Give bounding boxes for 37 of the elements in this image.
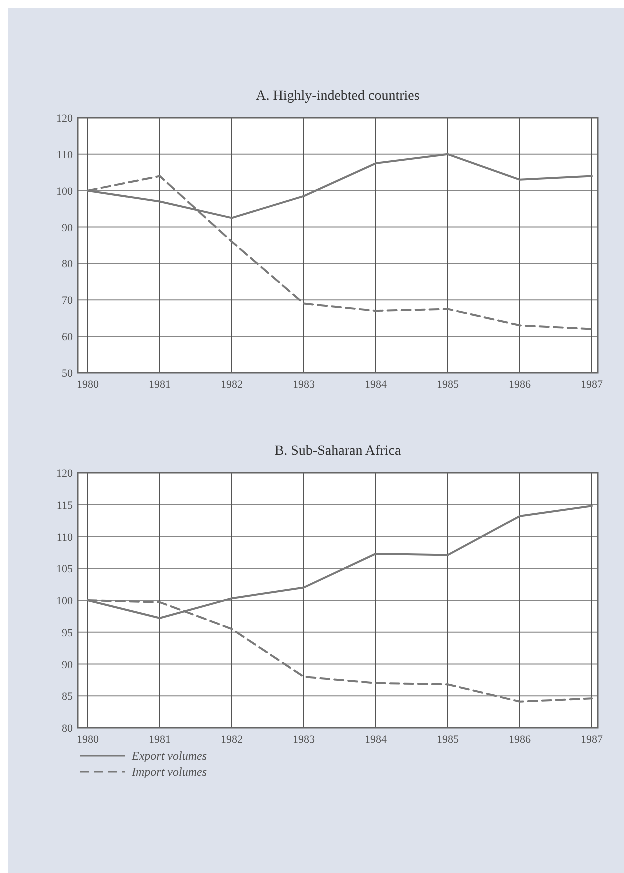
x-tick-label: 1987	[581, 734, 604, 746]
y-tick-label: 120	[56, 113, 74, 125]
legend-label: Import volumes	[131, 765, 208, 779]
x-tick-label: 1985	[437, 379, 460, 391]
x-tick-label: 1980	[77, 734, 100, 746]
y-tick-label: 100	[56, 596, 74, 608]
y-tick-label: 115	[56, 500, 74, 512]
chart-title: A. Highly-indebted countries	[256, 89, 420, 104]
x-tick-label: 1985	[437, 734, 460, 746]
chart-title: B. Sub-Saharan Africa	[274, 444, 402, 459]
x-tick-label: 1980	[77, 379, 100, 391]
legend-label: Export volumes	[131, 749, 208, 763]
y-tick-label: 120	[56, 468, 74, 480]
x-tick-label: 1983	[293, 379, 316, 391]
x-tick-label: 1986	[509, 379, 532, 391]
y-tick-label: 85	[62, 691, 74, 704]
y-tick-label: 105	[56, 564, 74, 576]
y-tick-label: 50	[62, 368, 74, 380]
x-tick-label: 1982	[221, 379, 243, 391]
x-tick-label: 1981	[149, 379, 171, 391]
y-tick-label: 95	[62, 627, 74, 640]
y-tick-label: 70	[62, 295, 74, 308]
y-tick-label: 80	[62, 258, 74, 271]
x-tick-label: 1984	[365, 734, 388, 746]
y-tick-label: 90	[62, 222, 74, 234]
y-tick-label: 110	[56, 149, 74, 162]
y-tick-label: 90	[62, 659, 74, 672]
x-tick-label: 1982	[221, 734, 243, 746]
y-tick-label: 110	[56, 532, 74, 544]
y-tick-label: 80	[62, 723, 74, 735]
x-tick-label: 1981	[149, 734, 171, 746]
x-tick-label: 1984	[365, 379, 388, 391]
x-tick-label: 1983	[293, 734, 316, 746]
x-tick-label: 1986	[509, 734, 532, 746]
y-tick-label: 100	[56, 186, 74, 198]
y-tick-label: 60	[62, 332, 74, 344]
x-tick-label: 1987	[581, 379, 604, 391]
